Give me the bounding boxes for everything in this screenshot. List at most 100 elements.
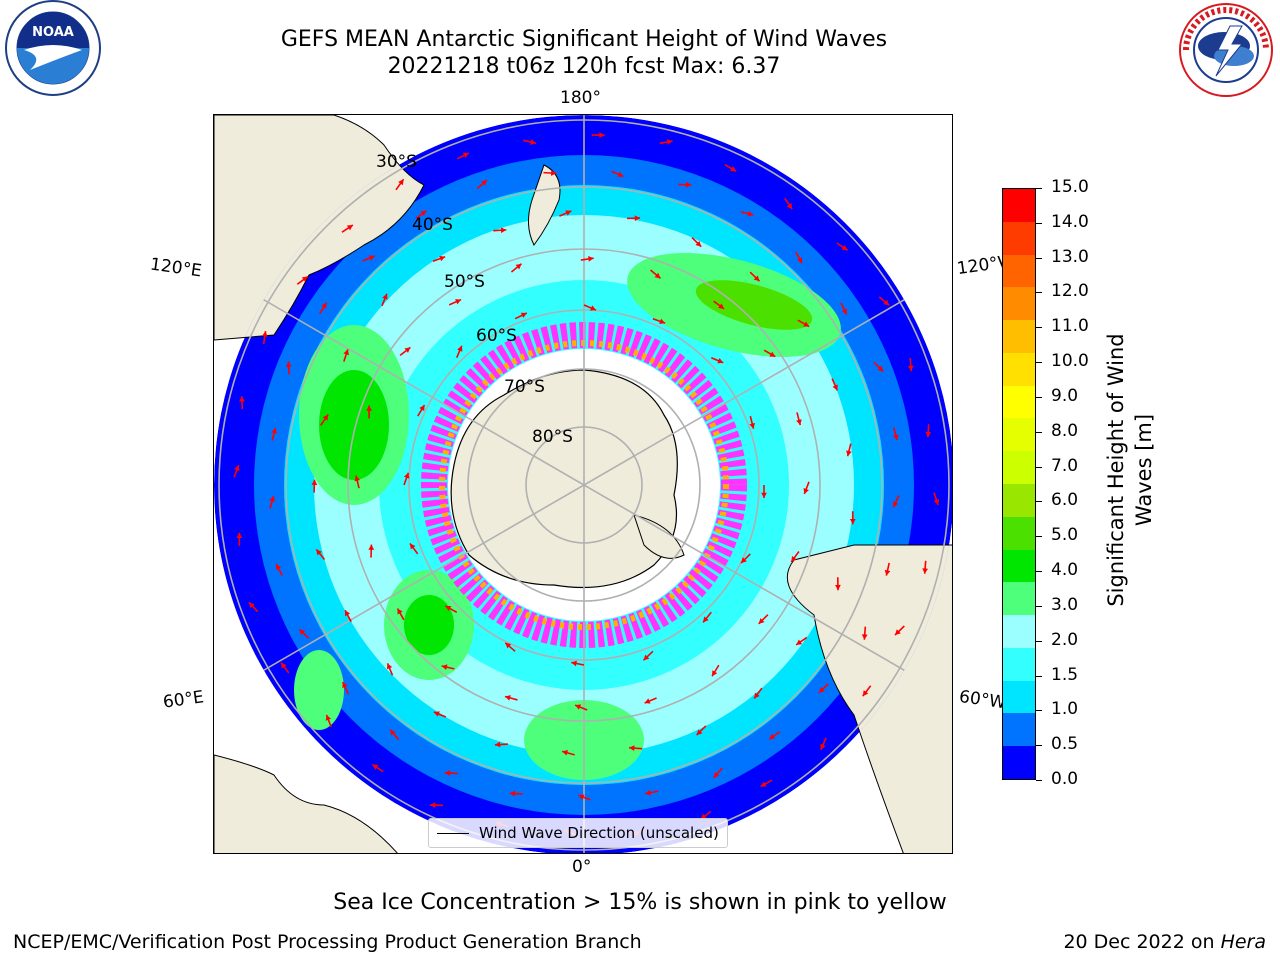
wave-direction-arrowhead: [696, 729, 703, 736]
wave-direction-arrowhead: [285, 361, 292, 367]
wind-wave-arrows: [233, 132, 940, 836]
wave-direction-arrowhead: [368, 255, 375, 261]
wave-direction-arrowhead: [444, 770, 451, 776]
wave-direction-arrowhead: [877, 365, 884, 372]
colorbar-tick-label: 5.0: [1051, 525, 1079, 546]
lon-label-0: 0°: [572, 857, 592, 877]
colorbar-tick-label: 15.0: [1051, 177, 1089, 197]
colorbar-tick-mark: [1036, 780, 1042, 781]
footer-host: Hera: [1220, 931, 1266, 953]
colorbar-tick-mark: [1036, 431, 1042, 433]
polar-map: 30°S 40°S 50°S 60°S 70°S 80°S: [213, 114, 953, 854]
colorbar-segment: [1003, 680, 1035, 714]
sea-ice-note: Sea Ice Concentration > 15% is shown in …: [333, 890, 947, 915]
wave-direction-arrowhead: [883, 299, 890, 306]
wave-direction-arrowhead: [634, 215, 641, 222]
wave-direction-arrowhead: [644, 698, 651, 704]
wave-direction-arrowhead: [500, 227, 507, 234]
colorbar-tick-label: 4.0: [1051, 560, 1079, 581]
wave-direction-arrowhead: [718, 303, 725, 309]
colorbar-tick-label: 6.0: [1051, 490, 1079, 511]
wave-direction-arrowhead: [645, 789, 652, 796]
wave-direction-arrowhead: [575, 704, 582, 710]
colorbar-tick-label: 2.0: [1051, 629, 1079, 650]
colorbar-segment: [1003, 385, 1035, 419]
lat-label-80s: 80°S: [532, 427, 573, 447]
colorbar-tick-label: 9.0: [1051, 385, 1079, 406]
wave-direction-arrowhead: [481, 180, 487, 186]
colorbar-tick-label: 14.0: [1051, 211, 1089, 232]
wave-direction-arrowhead: [505, 642, 512, 649]
colorbar-segment: [1003, 320, 1035, 353]
noaa-logo-text: NOAA: [32, 25, 74, 40]
wave-direction-arrowhead: [713, 772, 720, 778]
wave-direction-arrowhead: [445, 605, 452, 612]
colorbar-tick-mark: [1036, 501, 1042, 503]
wave-direction-arrowhead: [769, 351, 776, 357]
footer-left: NCEP/EMC/Verification Post Processing Pr…: [13, 931, 642, 953]
wave-direction-arrowhead: [372, 764, 379, 770]
wave-direction-arrowhead: [530, 139, 536, 145]
colorbar-segment: [1003, 483, 1035, 517]
wave-direction-arrowhead: [520, 312, 527, 318]
wave-direction-arrowhead: [276, 564, 282, 571]
colorbar-label: Significant Height of Wind Waves [m]: [1102, 300, 1162, 640]
wave-direction-arrowhead: [703, 616, 709, 623]
colorbar-tick-mark: [1036, 745, 1042, 747]
colorbar-segment: [1003, 451, 1035, 484]
colorbar-tick-label: 13.0: [1051, 246, 1089, 267]
wave-direction-arrowhead: [907, 365, 914, 372]
colorbar-tick-mark: [1036, 396, 1042, 398]
colorbar-segment: [1003, 221, 1035, 255]
wave-direction-arrowhead: [849, 518, 856, 525]
chart-title: GEFS MEAN Antarctic Significant Height o…: [280, 27, 888, 52]
colorbar-segment: [1003, 287, 1035, 321]
colorbar-tick-mark: [1036, 257, 1042, 259]
wave-direction-arrowhead: [269, 496, 275, 503]
colorbar-segment: [1003, 582, 1035, 616]
wave-direction-arrowhead: [741, 557, 747, 564]
wave-direction-arrowhead: [403, 472, 410, 479]
wave-direction-arrowhead: [758, 618, 765, 624]
lat-label-60s: 60°S: [476, 326, 517, 346]
colorbar-segment: [1003, 615, 1035, 648]
colorbar-tick-mark: [1036, 188, 1042, 189]
wave-direction-arrowhead: [342, 682, 348, 689]
wave-direction-arrowhead: [753, 275, 760, 282]
noaa-logo: NOAA: [0, 0, 110, 100]
wave-direction-arrowhead: [311, 479, 318, 486]
lon-label-120e: 120°E: [148, 254, 203, 282]
wave-direction-arrowhead: [494, 741, 501, 748]
wave-direction-arrowhead: [397, 608, 403, 615]
footer-right: 20 Dec 2022 on Hera: [1063, 931, 1266, 953]
wave-direction-arrowhead: [462, 152, 469, 158]
wave-direction-arrowhead: [700, 813, 707, 820]
wave-direction-arrowhead: [325, 714, 332, 721]
colorbar-segment: [1003, 746, 1035, 779]
lon-label-120w: 120°W: [955, 252, 1005, 280]
lon-label-60w: 60°W: [957, 686, 1007, 714]
colorbar-tick-label: 8.0: [1051, 420, 1079, 441]
wave-direction-arrowhead: [248, 602, 255, 609]
wave-direction-arrowhead: [659, 318, 666, 325]
wave-direction-arrowhead: [301, 276, 308, 282]
wave-direction-arrowhead: [299, 629, 306, 636]
wave-direction-arrowhead: [354, 475, 360, 482]
wave-direction-arrowhead: [345, 610, 351, 617]
colorbar-tick-label: 0.0: [1051, 769, 1079, 789]
wave-direction-arrowhead: [754, 692, 760, 699]
footer-date: 20 Dec 2022 on: [1063, 931, 1221, 953]
wave-direction-arrowhead: [430, 802, 436, 809]
wave-direction-arrowhead: [404, 347, 411, 353]
wave-direction-arrowhead: [861, 634, 868, 640]
lat-label-50s: 50°S: [444, 272, 485, 292]
wave-direction-arrowhead: [695, 240, 702, 247]
lon-label-180: 180°: [560, 88, 601, 108]
wave-direction-arrowhead: [818, 687, 825, 693]
lat-label-70s: 70°S: [504, 377, 545, 397]
colorbar-segment: [1003, 713, 1035, 747]
colorbar-segment: [1003, 418, 1035, 452]
wave-direction-arrowhead: [590, 305, 596, 311]
wave-direction-arrowhead: [441, 664, 448, 670]
wave-direction-arrowhead: [894, 629, 901, 636]
